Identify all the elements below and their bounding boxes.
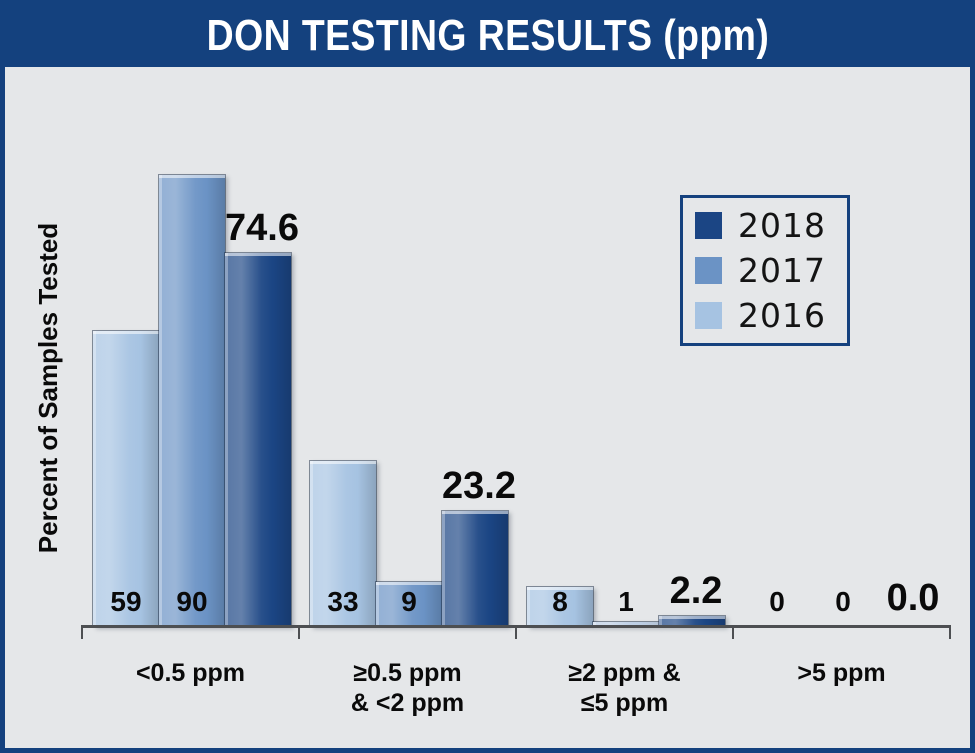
bar-2016-<0.5ppm [93,331,159,627]
legend-swatch-2018 [695,212,722,239]
legend: 2018 2017 2016 [680,195,850,346]
legend-swatch-2016 [695,302,722,329]
axis-tick [949,625,951,639]
category-label: ≥0.5 ppm & <2 ppm [350,659,465,717]
legend-label-2016: 2016 [738,296,826,335]
bar-2017-≥2ppm&≤5ppm [593,622,659,627]
bar-value-label-2016: 59 [110,586,142,617]
bar-value-label-2018: 23.2 [442,465,516,507]
bar-2016-≥0.5ppm&<2ppm [310,461,376,627]
bar-value-label-2018: 74.6 [225,207,299,249]
bar-value-label-2017: 90 [176,586,208,617]
bar-value-label-2016: 33 [327,586,359,617]
category-label: <0.5 ppm [135,659,246,687]
legend-label-2017: 2017 [738,251,826,290]
bar-value-label-2017: 0 [835,586,851,617]
bar-value-label-2016: 8 [552,586,568,617]
chart-title: DON TESTING RESULTS (ppm) [206,11,769,60]
legend-label-2018: 2018 [738,206,826,245]
bar-2016-≥2ppm&≤5ppm [527,587,593,627]
bar-value-label-2017: 9 [401,586,417,617]
bar-2018-≥2ppm&≤5ppm [659,616,725,627]
bar-2018-<0.5ppm [225,253,291,627]
axis-tick [732,625,734,639]
y-axis-title: Percent of Samples Tested [33,222,63,554]
legend-swatch-2017 [695,257,722,284]
bar-value-label-2018: 0.0 [886,577,940,619]
category-label: >5 ppm [797,659,886,687]
legend-item-2016: 2016 [695,293,847,338]
bar-2017-≥0.5ppm&<2ppm [376,582,442,627]
bar-value-label-2017: 1 [618,586,634,617]
bar-2018-≥0.5ppm&<2ppm [442,511,508,627]
axis-tick [81,625,83,639]
bar-value-label-2016: 0 [769,586,785,617]
bar-value-label-2018: 2.2 [669,570,723,612]
chart-title-bar: DON TESTING RESULTS (ppm) [5,5,970,67]
legend-item-2017: 2017 [695,248,847,293]
legend-item-2018: 2018 [695,203,847,248]
axis-tick [515,625,517,639]
axis-tick [298,625,300,639]
bar-2017-<0.5ppm [159,175,225,627]
category-label: ≥2 ppm & ≤5 ppm [568,659,681,717]
